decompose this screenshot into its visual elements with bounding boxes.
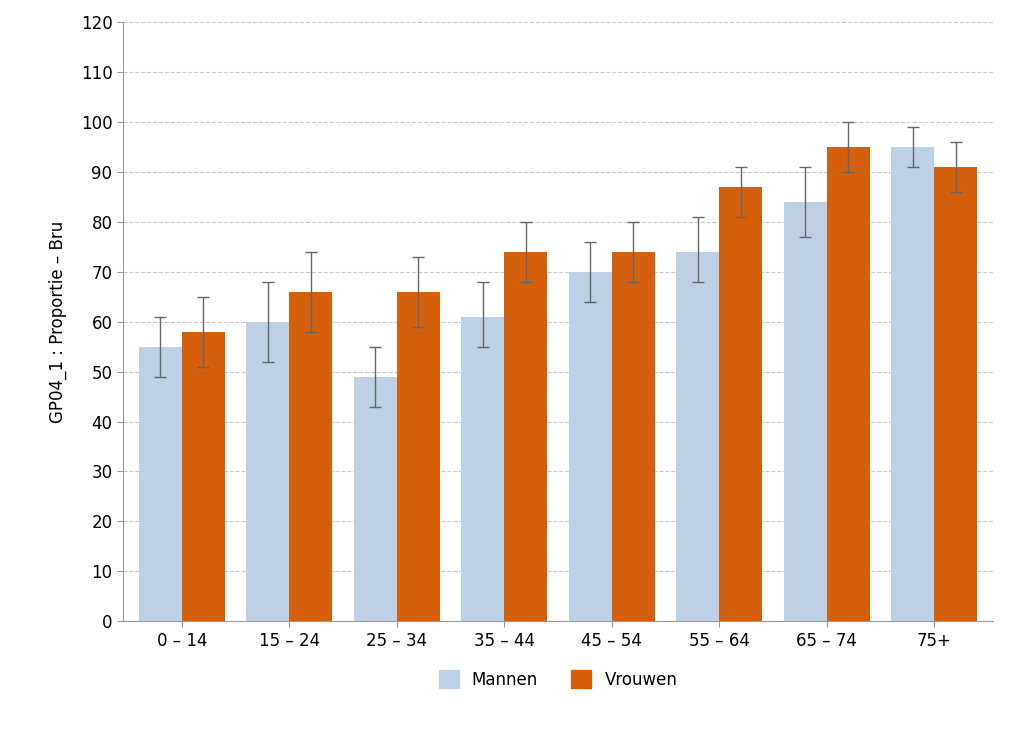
Bar bbox=[568, 272, 611, 621]
Bar bbox=[676, 251, 719, 621]
Bar bbox=[354, 376, 397, 621]
Legend: Mannen, Vrouwen: Mannen, Vrouwen bbox=[430, 662, 686, 697]
Bar bbox=[719, 187, 762, 621]
Bar bbox=[611, 251, 654, 621]
Bar bbox=[783, 202, 826, 621]
Bar bbox=[397, 292, 440, 621]
Bar bbox=[934, 167, 977, 621]
Bar bbox=[826, 147, 869, 621]
Bar bbox=[182, 332, 225, 621]
Bar bbox=[891, 147, 934, 621]
Bar bbox=[290, 292, 333, 621]
Bar bbox=[462, 317, 505, 621]
Bar bbox=[247, 322, 290, 621]
Bar bbox=[139, 346, 182, 621]
Y-axis label: GP04_1 : Proportie – Bru: GP04_1 : Proportie – Bru bbox=[48, 221, 67, 423]
Bar bbox=[505, 251, 548, 621]
